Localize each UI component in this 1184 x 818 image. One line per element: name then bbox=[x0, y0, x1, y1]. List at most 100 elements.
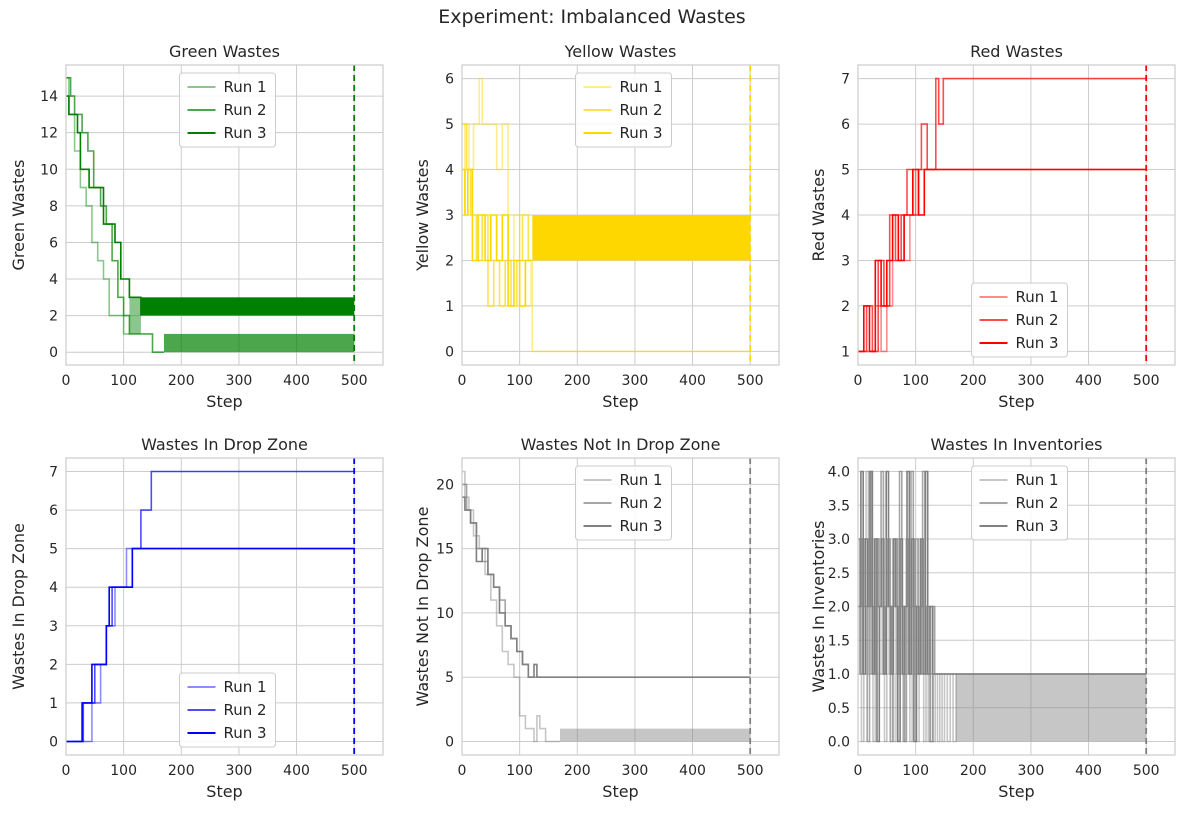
x-tick-label: 500 bbox=[737, 373, 764, 389]
panel-title: Green Wastes bbox=[169, 42, 280, 61]
y-tick-label: 6 bbox=[841, 117, 850, 133]
y-tick-label: 1 bbox=[49, 696, 58, 712]
x-tick-label: 400 bbox=[1075, 763, 1102, 779]
legend: Run 1 Run 2 Run 3 bbox=[575, 72, 672, 148]
y-tick-label: 10 bbox=[40, 162, 58, 178]
y-tick-label: 1.5 bbox=[828, 633, 850, 649]
legend-label-run-1: Run 1 bbox=[1016, 471, 1059, 489]
legend-label-run-3: Run 3 bbox=[620, 517, 663, 535]
series-line-run-3 bbox=[66, 547, 355, 743]
x-tick-label: 500 bbox=[1133, 763, 1160, 779]
legend-label-run-3: Run 3 bbox=[224, 724, 267, 742]
x-axis-label: Step bbox=[602, 782, 638, 801]
y-tick-label: 7 bbox=[841, 72, 850, 88]
y-tick-label: 3 bbox=[445, 208, 454, 224]
legend-label-run-1: Run 1 bbox=[224, 678, 267, 696]
legend: Run 1 Run 2 Run 3 bbox=[575, 465, 672, 541]
y-tick-label: 0.0 bbox=[828, 735, 850, 751]
x-tick-label: 400 bbox=[679, 763, 706, 779]
plot-frame bbox=[857, 457, 1176, 756]
y-axis-label: Wastes In Inventories bbox=[809, 521, 828, 693]
legend-box bbox=[179, 672, 276, 748]
x-tick-label: 0 bbox=[854, 763, 863, 779]
y-tick-label: 2 bbox=[841, 299, 850, 315]
legend-label-run-2: Run 2 bbox=[1016, 494, 1059, 512]
x-tick-label: 0 bbox=[458, 373, 467, 389]
y-axis-label: Wastes In Drop Zone bbox=[9, 523, 28, 690]
plot-frame bbox=[857, 64, 1176, 366]
y-axis-label: Green Wastes bbox=[9, 160, 28, 271]
series-line-run-3 bbox=[858, 470, 1147, 743]
x-tick-label: 300 bbox=[226, 763, 253, 779]
x-tick-label: 500 bbox=[341, 373, 368, 389]
x-tick-label: 200 bbox=[168, 763, 195, 779]
series-line-run-1 bbox=[462, 470, 560, 743]
legend-label-run-1: Run 1 bbox=[1016, 288, 1059, 306]
x-axis-label: Step bbox=[602, 392, 638, 411]
legend-label-run-2: Run 2 bbox=[620, 494, 663, 512]
legend-box bbox=[971, 282, 1068, 358]
y-axis-label: Wastes Not In Drop Zone bbox=[413, 507, 432, 707]
x-tick-label: 200 bbox=[564, 373, 591, 389]
data-layer bbox=[462, 77, 751, 353]
y-tick-label: 10 bbox=[436, 606, 454, 622]
series-band-run-1 bbox=[559, 728, 751, 742]
series-band-run-1 bbox=[129, 297, 141, 334]
series-line-run-3 bbox=[858, 168, 1147, 353]
figure-title: Experiment: Imbalanced Wastes bbox=[438, 6, 746, 28]
y-tick-label: 3 bbox=[49, 619, 58, 635]
x-tick-label: 100 bbox=[506, 373, 533, 389]
x-tick-label: 100 bbox=[110, 373, 137, 389]
legend: Run 1 Run 2 Run 3 bbox=[971, 282, 1068, 358]
series-line-run-2 bbox=[858, 77, 1147, 353]
y-tick-label: 2.0 bbox=[828, 600, 850, 616]
x-tick-label: 100 bbox=[902, 763, 929, 779]
y-tick-label: 15 bbox=[436, 542, 454, 558]
x-axis-label: Step bbox=[998, 782, 1034, 801]
y-tick-label: 4 bbox=[49, 580, 58, 596]
x-tick-label: 400 bbox=[283, 373, 310, 389]
panel-2: 0 100 200 300 400 500 0 1 2 3 4 5 6 Yellow Wastes Step… bbox=[413, 42, 780, 411]
x-tick-label: 400 bbox=[1075, 373, 1102, 389]
plot-frame bbox=[65, 64, 384, 366]
y-tick-label: 4 bbox=[49, 272, 58, 288]
legend-label-run-1: Run 1 bbox=[620, 471, 663, 489]
y-tick-label: 2 bbox=[49, 309, 58, 325]
x-tick-label: 200 bbox=[564, 763, 591, 779]
legend-label-run-3: Run 3 bbox=[1016, 334, 1059, 352]
y-tick-label: 6 bbox=[49, 503, 58, 519]
y-tick-label: 4.0 bbox=[828, 465, 850, 481]
data-layer bbox=[66, 470, 355, 743]
y-tick-label: 4 bbox=[445, 163, 454, 179]
x-tick-label: 200 bbox=[168, 373, 195, 389]
x-tick-label: 300 bbox=[1018, 373, 1045, 389]
x-tick-label: 300 bbox=[622, 373, 649, 389]
y-tick-label: 12 bbox=[40, 126, 58, 142]
y-tick-label: 3.5 bbox=[828, 498, 850, 514]
series-band-run-1 bbox=[955, 674, 1147, 742]
series-line-run-3 bbox=[66, 95, 142, 316]
x-tick-label: 0 bbox=[458, 763, 467, 779]
x-tick-label: 500 bbox=[341, 763, 368, 779]
legend: Run 1 Run 2 Run 3 bbox=[971, 465, 1068, 541]
plot-frame bbox=[461, 64, 780, 366]
panel-title: Red Wastes bbox=[970, 42, 1063, 61]
data-layer bbox=[858, 470, 1147, 743]
y-tick-label: 20 bbox=[436, 477, 454, 493]
series-line-run-1 bbox=[66, 77, 130, 335]
series-line-run-3 bbox=[462, 168, 532, 307]
y-tick-label: 2 bbox=[49, 657, 58, 673]
y-tick-label: 5 bbox=[445, 670, 454, 686]
legend-label-run-3: Run 3 bbox=[620, 124, 663, 142]
y-tick-label: 0 bbox=[49, 735, 58, 751]
y-tick-label: 0.5 bbox=[828, 701, 850, 717]
legend: Run 1 Run 2 Run 3 bbox=[179, 672, 276, 748]
y-tick-label: 0 bbox=[445, 344, 454, 360]
y-tick-label: 5 bbox=[841, 163, 850, 179]
x-tick-label: 300 bbox=[1018, 763, 1045, 779]
x-tick-label: 400 bbox=[283, 763, 310, 779]
panel-title: Wastes In Inventories bbox=[931, 435, 1103, 454]
plot-frame bbox=[461, 457, 780, 756]
